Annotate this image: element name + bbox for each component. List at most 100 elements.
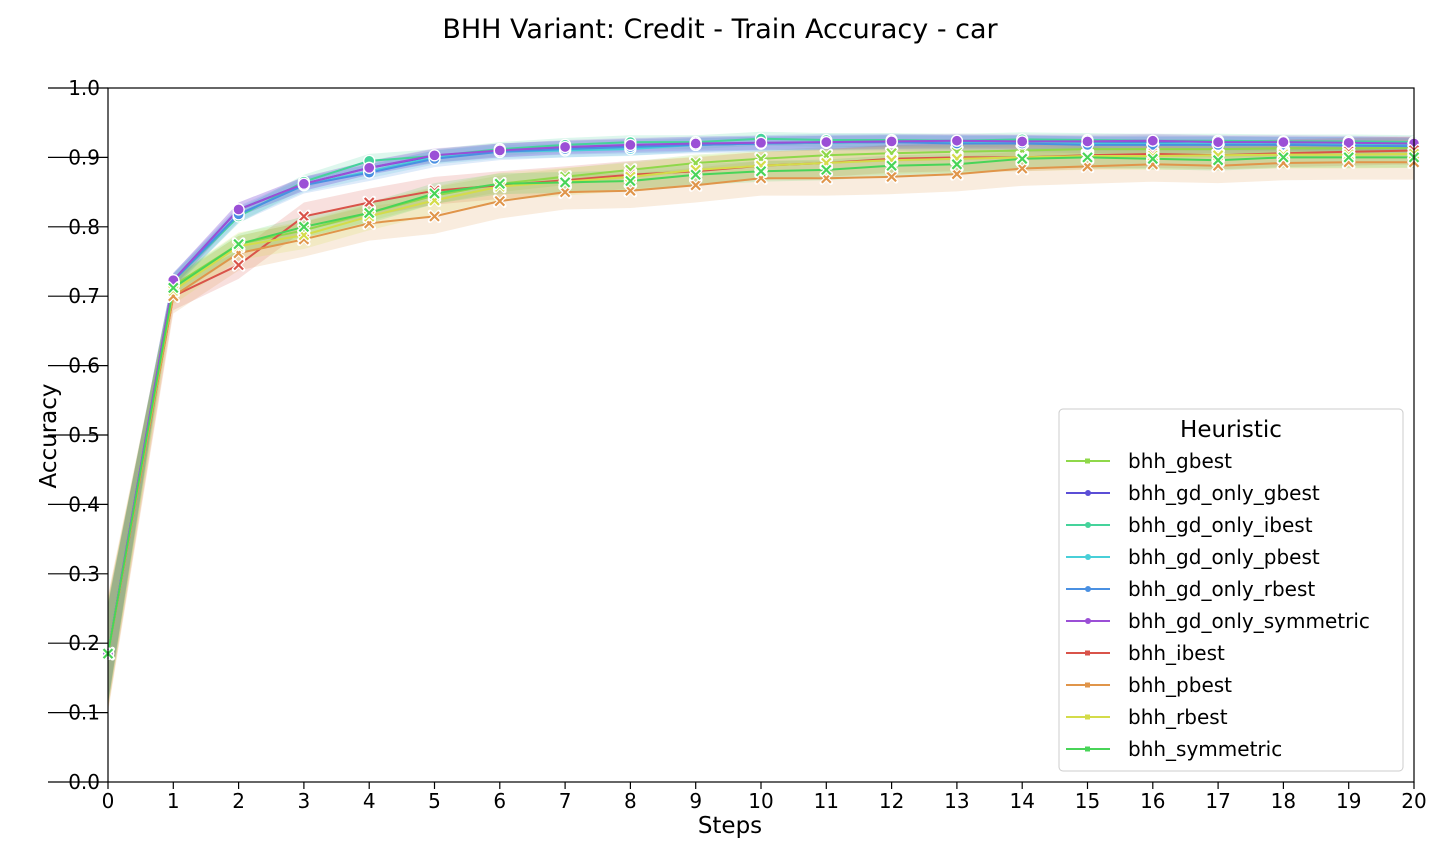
y-tick-label: 0.1 xyxy=(68,701,100,725)
point-bhh_gd_only_symmetric xyxy=(1016,135,1029,148)
legend-item-bhh_gd_only_pbest: bhh_gd_only_pbest xyxy=(1066,545,1320,569)
point-bhh_gd_only_symmetric xyxy=(297,177,311,190)
point-bhh_gd_only_symmetric xyxy=(558,140,572,154)
point-bhh_gd_only_symmetric xyxy=(363,161,376,174)
legend-item-bhh_gbest: bhh_gbest xyxy=(1066,449,1232,473)
point-bhh_symmetric xyxy=(1146,152,1160,166)
y-axis-label: Accuracy xyxy=(36,383,62,488)
y-tick-label: 1.0 xyxy=(68,76,100,100)
y-tick-label: 0.3 xyxy=(68,562,100,586)
y-tick-label: 0.2 xyxy=(68,631,100,655)
x-tick-label: 19 xyxy=(1336,789,1361,813)
point-bhh_pbest xyxy=(493,194,507,208)
legend-item-bhh_pbest: bhh_pbest xyxy=(1066,673,1232,697)
legend-label: bhh_gd_only_pbest xyxy=(1128,545,1320,569)
legend-item-bhh_rbest: bhh_rbest xyxy=(1066,705,1228,729)
y-tick-label: 0.0 xyxy=(68,770,100,794)
point-bhh_symmetric xyxy=(1276,150,1291,165)
point-bhh_symmetric xyxy=(688,168,703,182)
point-bhh_symmetric xyxy=(558,175,572,190)
x-tick-label: 5 xyxy=(428,789,441,813)
legend-label: bhh_gd_only_rbest xyxy=(1128,577,1315,601)
point-bhh_symmetric xyxy=(1080,150,1095,165)
point-bhh_gd_only_symmetric xyxy=(689,137,702,150)
point-bhh_gd_only_symmetric xyxy=(1277,135,1290,149)
y-tick-label: 0.5 xyxy=(68,423,100,447)
legend-item-bhh_symmetric: bhh_symmetric xyxy=(1066,737,1282,761)
y-tick-label: 0.9 xyxy=(68,145,100,169)
legend-label: bhh_symmetric xyxy=(1128,737,1282,761)
y-tick-label: 0.4 xyxy=(68,492,100,516)
point-bhh_symmetric xyxy=(362,206,376,220)
y-tick-label: 0.8 xyxy=(68,215,100,239)
point-bhh_symmetric xyxy=(950,157,964,172)
x-tick-label: 13 xyxy=(944,789,969,813)
point-bhh_gd_only_symmetric xyxy=(1211,135,1225,149)
point-bhh_gd_only_symmetric xyxy=(885,135,898,148)
legend-label: bhh_gd_only_gbest xyxy=(1128,481,1320,505)
point-bhh_ibest xyxy=(297,209,311,224)
x-tick-label: 1 xyxy=(167,789,180,813)
legend-item-bhh_gd_only_ibest: bhh_gd_only_ibest xyxy=(1066,513,1313,537)
point-bhh_gd_only_symmetric xyxy=(754,136,768,149)
x-tick-label: 3 xyxy=(298,789,311,813)
x-tick-label: 6 xyxy=(493,789,506,813)
axes: 0 1 2 3 4 5 6 7 8 9 10 11 12 13 14 15 16 17 18 19 200.00.10.… xyxy=(48,76,1427,813)
point-bhh_symmetric xyxy=(623,174,638,188)
x-tick-label: 15 xyxy=(1075,789,1100,813)
y-tick-label: 0.7 xyxy=(68,284,100,308)
point-bhh_ibest xyxy=(362,195,376,210)
legend-box xyxy=(1058,408,1404,772)
x-tick-label: 20 xyxy=(1401,789,1426,813)
point-bhh_pbest xyxy=(427,209,442,224)
legend-item-bhh_gd_only_gbest: bhh_gd_only_gbest xyxy=(1066,481,1320,505)
point-bhh_ibest xyxy=(231,258,246,272)
point-bhh_gd_only_symmetric xyxy=(232,203,245,216)
x-tick-label: 10 xyxy=(748,789,773,813)
legend-title: Heuristic xyxy=(1180,417,1282,443)
legend: Heuristic bhh_gbest bhh_gd_only_gbest bhh_g… xyxy=(1058,408,1404,772)
legend-label: bhh_ibest xyxy=(1128,641,1225,665)
point-bhh_gd_only_symmetric xyxy=(950,134,964,147)
legend-item-bhh_ibest: bhh_ibest xyxy=(1066,641,1225,665)
point-bhh_pbest xyxy=(558,185,572,199)
point-bhh_symmetric xyxy=(231,237,246,251)
x-tick-label: 12 xyxy=(879,789,904,813)
point-bhh_symmetric xyxy=(1015,152,1029,166)
point-bhh_symmetric xyxy=(166,281,181,295)
legend-label: bhh_gd_only_ibest xyxy=(1128,513,1313,537)
point-bhh_pbest xyxy=(884,170,899,184)
point-bhh_symmetric xyxy=(1211,153,1225,167)
x-tick-label: 16 xyxy=(1140,789,1165,813)
chart-title: BHH Variant: Credit - Train Accuracy - c… xyxy=(442,14,998,45)
x-tick-label: 7 xyxy=(559,789,572,813)
x-tick-label: 14 xyxy=(1009,789,1034,813)
point-bhh_symmetric xyxy=(884,158,899,173)
point-bhh_pbest xyxy=(623,183,638,198)
point-bhh_symmetric xyxy=(819,163,834,177)
point-bhh_gd_only_symmetric xyxy=(820,135,833,149)
point-bhh_gd_only_symmetric xyxy=(428,149,441,162)
point-bhh_pbest xyxy=(950,167,964,181)
x-tick-label: 9 xyxy=(689,789,702,813)
x-tick-label: 17 xyxy=(1205,789,1230,813)
point-bhh_gd_only_symmetric xyxy=(624,138,637,152)
x-tick-label: 11 xyxy=(814,789,839,813)
y-tick-label: 0.6 xyxy=(68,354,100,378)
legend-label: bhh_gbest xyxy=(1128,449,1232,473)
x-axis-label: Steps xyxy=(698,813,762,839)
x-tick-label: 4 xyxy=(363,789,376,813)
point-bhh_gd_only_symmetric xyxy=(1342,136,1355,149)
legend-label: bhh_pbest xyxy=(1128,673,1232,697)
x-tick-label: 8 xyxy=(624,789,637,813)
point-bhh_symmetric xyxy=(754,164,768,179)
legend-item-bhh_gd_only_symmetric: bhh_gd_only_symmetric xyxy=(1066,609,1370,633)
x-tick-label: 0 xyxy=(102,789,115,813)
point-bhh_gd_only_symmetric xyxy=(493,144,506,157)
legend-label: bhh_gd_only_symmetric xyxy=(1128,609,1370,633)
legend-item-bhh_gd_only_rbest: bhh_gd_only_rbest xyxy=(1066,577,1315,601)
point-bhh_symmetric xyxy=(297,220,311,234)
point-bhh_symmetric xyxy=(427,186,442,201)
plot-area xyxy=(101,131,1421,713)
x-tick-label: 2 xyxy=(232,789,245,813)
